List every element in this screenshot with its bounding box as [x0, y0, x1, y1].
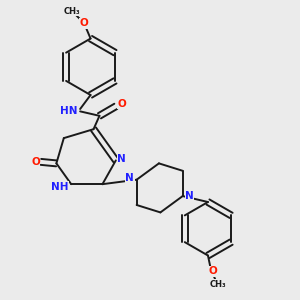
Text: CH₃: CH₃	[64, 7, 80, 16]
Text: N: N	[117, 154, 126, 164]
Text: O: O	[208, 266, 217, 276]
Text: N: N	[125, 173, 134, 183]
Text: CH₃: CH₃	[209, 280, 226, 289]
Text: NH: NH	[51, 182, 68, 192]
Text: O: O	[31, 157, 40, 167]
Text: O: O	[80, 18, 88, 28]
Text: HN: HN	[60, 106, 77, 116]
Text: O: O	[117, 99, 126, 109]
Text: N: N	[185, 191, 194, 201]
